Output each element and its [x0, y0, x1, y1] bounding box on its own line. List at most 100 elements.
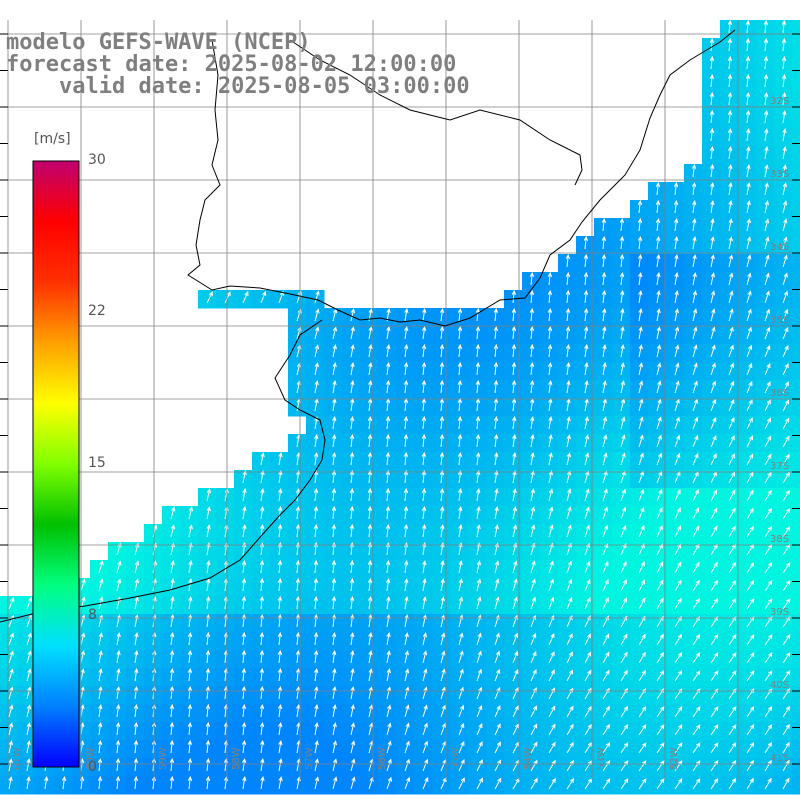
wind-arrow — [169, 667, 175, 682]
wind-arrow — [692, 561, 700, 574]
wind-arrow — [529, 271, 535, 286]
wind-arrow — [134, 560, 140, 574]
wind-cell — [108, 560, 127, 579]
wind-cell — [720, 452, 739, 471]
wind-arrow — [367, 595, 373, 610]
wind-cell — [774, 218, 793, 237]
wind-cell — [756, 218, 775, 237]
wind-cell — [648, 560, 667, 579]
wind-arrow — [674, 489, 681, 502]
wind-cell — [630, 632, 649, 651]
wind-cell — [414, 758, 433, 777]
wind-arrow — [98, 560, 104, 574]
wind-arrow — [116, 578, 122, 592]
wind-arrow — [764, 435, 772, 448]
wind-cell — [756, 344, 775, 363]
wind-arrow — [512, 741, 520, 754]
wind-arrow — [529, 289, 535, 304]
wind-arrow — [278, 452, 283, 466]
wind-cell — [684, 416, 703, 435]
wind-cell — [198, 290, 217, 309]
wind-arrow — [745, 73, 751, 88]
wind-arrow — [133, 757, 139, 772]
wind-arrow — [404, 668, 410, 682]
wind-cell — [666, 578, 685, 597]
wind-arrow — [386, 632, 391, 646]
wind-arrow — [458, 578, 463, 592]
wind-arrow — [277, 613, 283, 628]
wind-arrow — [746, 435, 753, 448]
wind-arrow — [764, 290, 770, 304]
wind-arrow — [26, 758, 31, 772]
wind-arrow — [277, 595, 283, 610]
wind-arrow — [314, 380, 319, 394]
wind-cell — [18, 650, 37, 669]
wind-cell — [522, 650, 541, 669]
wind-arrow — [746, 561, 755, 574]
wind-cell — [432, 758, 451, 777]
wind-cell — [576, 434, 595, 453]
wind-arrow — [619, 271, 625, 286]
wind-cell — [486, 704, 505, 723]
wind-arrow — [620, 506, 627, 520]
wind-arrow — [440, 722, 447, 736]
wind-cell — [504, 758, 523, 777]
wind-arrow — [133, 685, 139, 700]
wind-cell — [504, 722, 523, 741]
wind-arrow — [169, 631, 175, 646]
wind-arrow — [728, 598, 737, 610]
wind-cell — [522, 542, 541, 561]
wind-arrow — [692, 362, 698, 376]
wind-cell — [792, 506, 800, 525]
wind-arrow — [710, 200, 715, 214]
wind-cell — [450, 632, 469, 651]
wind-arrow — [746, 777, 754, 790]
wind-arrow — [115, 721, 121, 736]
wind-arrow — [457, 415, 463, 430]
wind-cell — [612, 596, 631, 615]
wind-arrow — [115, 757, 121, 772]
wind-arrow — [422, 722, 428, 736]
wind-cell — [162, 524, 181, 543]
wind-arrow — [404, 704, 410, 718]
wind-arrow — [710, 416, 717, 430]
wind-arrow — [710, 272, 716, 286]
wind-arrow — [511, 307, 517, 322]
wind-arrow — [241, 631, 247, 646]
wind-arrow — [8, 722, 14, 736]
wind-arrow — [422, 740, 429, 754]
wind-arrow — [728, 236, 733, 250]
longitude-labels: 61W 60W 59W 58W 57W 56W 55W 54W 53W 52W — [12, 747, 680, 770]
wind-arrow — [602, 723, 611, 736]
wind-cell — [774, 164, 793, 183]
wind-arrow — [656, 651, 665, 664]
wind-arrow — [350, 740, 356, 754]
wind-arrow — [782, 254, 788, 268]
wind-cell — [756, 236, 775, 255]
wind-arrow — [295, 649, 301, 664]
wind-arrow — [547, 361, 553, 376]
wind-cell — [486, 650, 505, 669]
wind-cell — [594, 398, 613, 417]
wind-arrow — [638, 742, 647, 754]
wind-arrow — [782, 507, 791, 520]
wind-arrow — [656, 326, 661, 340]
wind-arrow — [295, 667, 301, 682]
wind-arrow — [259, 595, 265, 610]
wind-arrow — [529, 325, 535, 340]
wind-cell — [738, 308, 757, 327]
wind-cell — [774, 200, 793, 219]
wind-arrow — [584, 705, 592, 718]
wind-arrow — [656, 525, 663, 538]
wind-cell — [540, 470, 559, 489]
wind-arrow — [349, 451, 355, 466]
wind-arrow — [566, 434, 571, 448]
wind-cell — [648, 488, 667, 507]
wind-cell — [360, 776, 379, 795]
wind-arrow — [728, 308, 734, 322]
wind-arrow — [674, 254, 679, 268]
wind-arrow — [296, 703, 301, 718]
wind-arrow — [260, 758, 265, 772]
wind-arrow — [602, 434, 608, 448]
wind-cell — [666, 326, 685, 345]
